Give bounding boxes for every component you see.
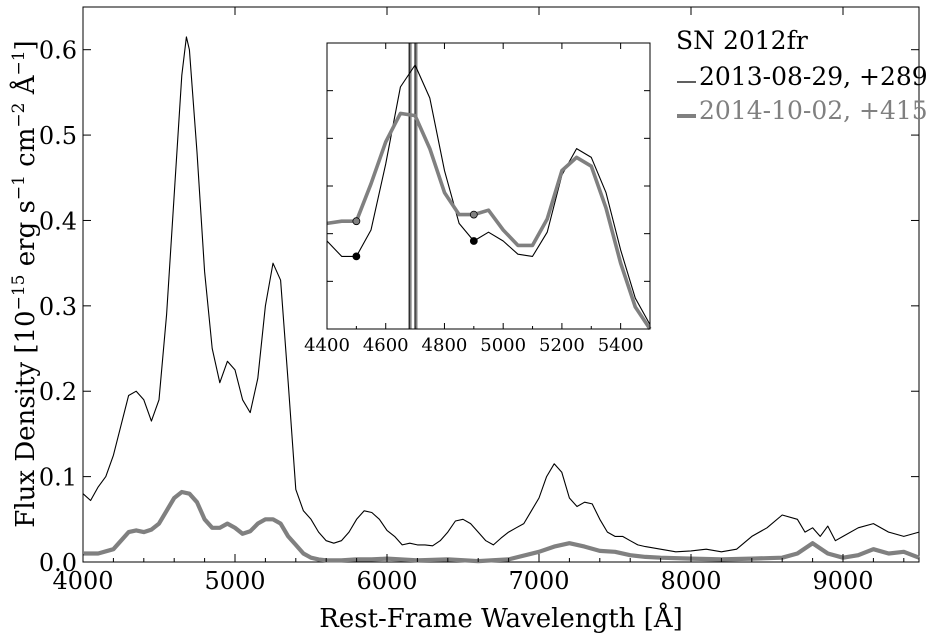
y-unit-cm: cm [11,128,41,175]
series-line-2 [83,489,920,564]
y-tick-label: 0.5 [39,122,77,150]
inset-series-line-2 [326,111,652,331]
inset-x-ticks: 4400 4600 4800 5000 5200 5400 [304,43,651,356]
inset-x-tick-label: 4400 [304,335,350,356]
inset-series-group [326,64,652,331]
x-tick-label: 8000 [660,567,721,595]
inset-marker [469,210,478,219]
inset-series-line-1 [326,64,651,325]
y-unit-angstrom: Å [9,74,41,102]
y-unit-exp-1: −15 [9,275,29,311]
inset-marker [352,217,361,226]
legend: SN 2012fr 2013-08-29, +289 2014-10-02, +… [676,26,927,125]
y-unit-exp-4: −1 [9,50,29,75]
inset-plot-background [327,43,650,329]
inset-y-ticks [327,90,650,282]
inset-marker [469,237,478,245]
inset-x-tick-label: 4600 [363,335,409,356]
inset-vertical-lines [408,43,418,329]
y-tick-label: 0.6 [39,37,77,65]
inset-markers [352,210,478,261]
y-tick-label: 0.1 [39,464,77,492]
series-line-1 [82,36,920,553]
y-unit-exp-2: −1 [9,175,29,200]
y-tick-label: 0.0 [39,549,77,577]
inset-marker [352,252,361,261]
y-tick-label: 0.2 [39,378,77,406]
legend-title: SN 2012fr [676,26,808,55]
legend-entry-1: 2013-08-29, +289 [699,62,927,91]
inset-x-tick-label: 5400 [598,335,644,356]
y-tick-label: 0.4 [39,207,77,235]
main-x-ticks: 4000 5000 6000 7000 8000 9000 [52,7,905,595]
x-tick-label: 6000 [356,567,417,595]
y-unit-close: ] [11,40,41,50]
x-tick-label: 7000 [508,567,569,595]
inset-x-tick-label: 4800 [422,335,468,356]
x-tick-label: 5000 [204,567,265,595]
main-y-ticks: 0.0 0.1 0.2 0.3 0.4 0.5 0.6 [39,37,919,577]
y-unit-erg: erg s [11,200,41,274]
main-plot: 4000 5000 6000 7000 8000 9000 0.0 0.1 0.2 0.3 0.4… [39,6,920,595]
x-tick-label: 9000 [812,567,873,595]
legend-entry-2: 2014-10-02, +415 [699,96,927,125]
x-tick-label: 4000 [52,567,113,595]
inset-x-tick-label: 5200 [539,335,585,356]
inset-x-tick-label: 5000 [480,335,526,356]
x-axis-title: Rest-Frame Wavelength [Å] [319,602,682,634]
inset-plot: 4400 4600 4800 5000 5200 5400 [304,42,652,356]
y-unit-exp-3: −2 [9,103,29,128]
y-tick-label: 0.3 [39,293,77,321]
y-axis-title: Flux Density [10−15 erg s−1 cm−2 Å−1] [9,40,41,527]
main-plot-frame [82,6,920,563]
